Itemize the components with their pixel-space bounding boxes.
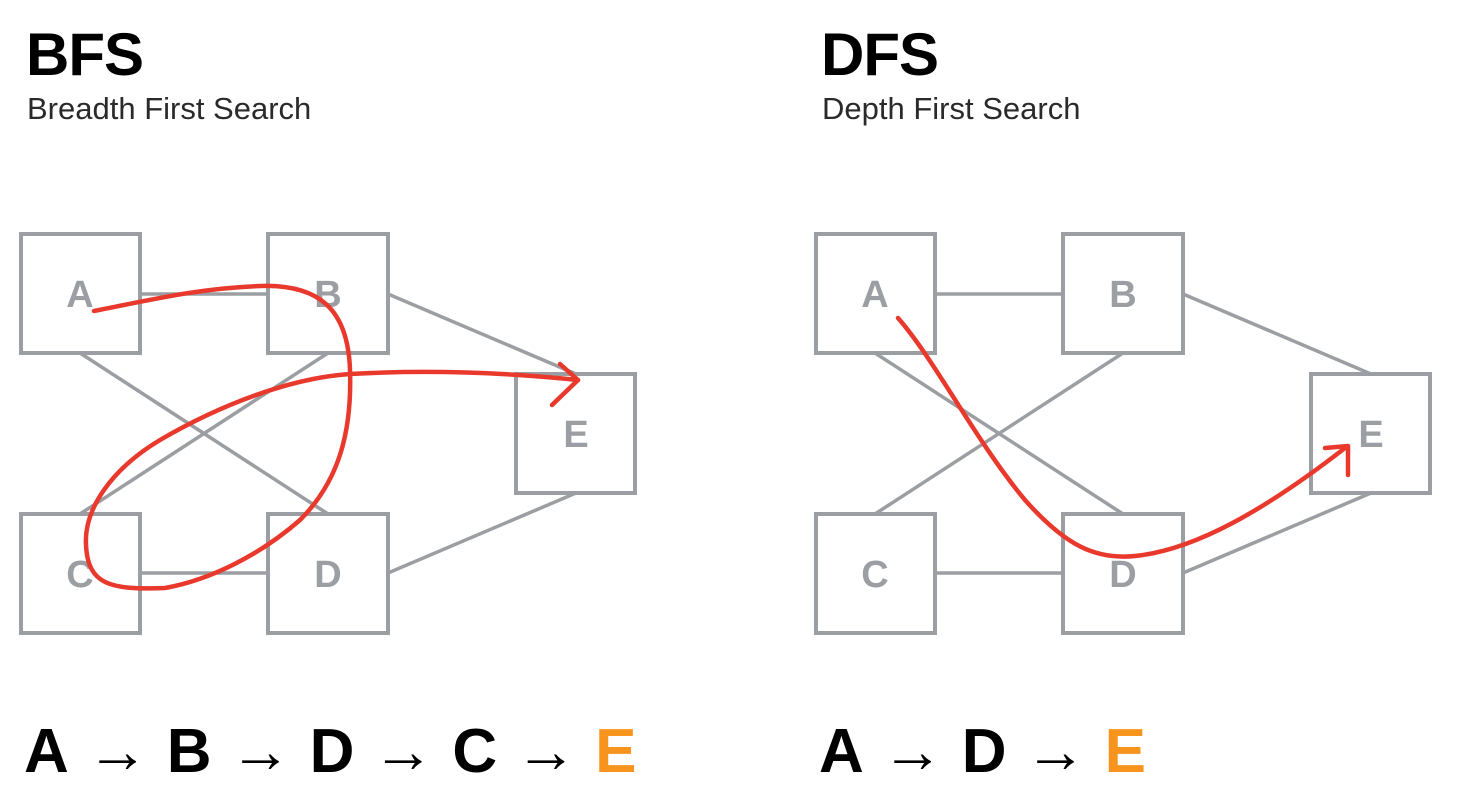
bfs-node-a: A	[19, 232, 142, 355]
dfs-edges	[874, 292, 1372, 575]
dfs-node-d-label: D	[1109, 554, 1136, 596]
bfs-node-e: E	[514, 372, 637, 495]
bfs-seq-step-3: D	[309, 717, 355, 786]
dfs-seq-arrow-1: →	[881, 717, 944, 786]
bfs-edge-b-c	[79, 351, 329, 516]
dfs-seq-target: E	[1104, 717, 1146, 786]
bfs-seq-arrow-3: →	[372, 717, 435, 786]
bfs-seq-step-1: A	[24, 717, 69, 786]
bfs-graph-diagram: A B C D E	[19, 232, 637, 635]
bfs-node-d: D	[266, 512, 390, 635]
dfs-traversal-curve	[895, 315, 1348, 559]
bfs-node-b: B	[266, 232, 390, 355]
bfs-seq-arrow-1: →	[86, 717, 149, 786]
bfs-subtitle: Breadth First Search	[27, 91, 312, 126]
dfs-node-e-label: E	[1358, 414, 1383, 456]
bfs-node-b-label: B	[314, 274, 341, 316]
dfs-seq-arrow-2: →	[1024, 717, 1087, 786]
bfs-panel: BFS Breadth First Search A B C	[0, 0, 731, 808]
dfs-sequence: A → D → E	[819, 716, 1146, 788]
bfs-node-e-label: E	[563, 414, 588, 456]
dfs-node-c-label: C	[861, 554, 888, 596]
bfs-sequence: A → B → D → C → E	[24, 716, 636, 788]
dfs-traversal-path	[895, 315, 1351, 559]
bfs-node-c: C	[19, 512, 142, 635]
dfs-node-e: E	[1309, 372, 1432, 495]
bfs-traversal-path	[83, 283, 581, 591]
bfs-node-d-label: D	[314, 554, 341, 596]
dfs-edge-b-e	[1182, 292, 1372, 376]
dfs-seq-step-1: A	[819, 717, 864, 786]
dfs-node-a: A	[814, 232, 937, 355]
bfs-nodes: A B C D E	[19, 232, 637, 635]
dfs-nodes: A B C D E	[814, 232, 1432, 635]
dfs-node-d: D	[1061, 512, 1185, 635]
bfs-edge-b-e	[387, 292, 577, 376]
dfs-node-c: C	[814, 512, 937, 635]
bfs-seq-arrow-2: →	[229, 717, 292, 786]
bfs-title: BFS	[26, 21, 144, 88]
dfs-node-b: B	[1061, 232, 1185, 355]
bfs-seq-target: E	[595, 717, 637, 786]
dfs-node-b-label: B	[1109, 274, 1136, 316]
dfs-subtitle: Depth First Search	[822, 91, 1081, 126]
dfs-node-a-label: A	[861, 274, 888, 316]
dfs-graph-diagram: A B C D E	[814, 232, 1432, 635]
dfs-title: DFS	[821, 21, 939, 88]
bfs-edge-d-e	[387, 491, 577, 575]
bfs-node-a-label: A	[66, 274, 93, 316]
dfs-seq-step-2: D	[961, 717, 1007, 786]
dfs-edge-b-c	[874, 351, 1124, 516]
bfs-arrowhead	[549, 361, 581, 408]
dfs-arrowhead	[1322, 443, 1351, 478]
dfs-edge-d-e	[1182, 491, 1372, 575]
bfs-edges	[79, 292, 577, 575]
bfs-traversal-curve	[83, 283, 581, 591]
bfs-seq-arrow-4: →	[515, 717, 578, 786]
dfs-panel: DFS Depth First Search A B C	[795, 0, 1463, 808]
bfs-seq-step-2: B	[166, 717, 212, 786]
bfs-seq-step-4: C	[452, 717, 498, 786]
